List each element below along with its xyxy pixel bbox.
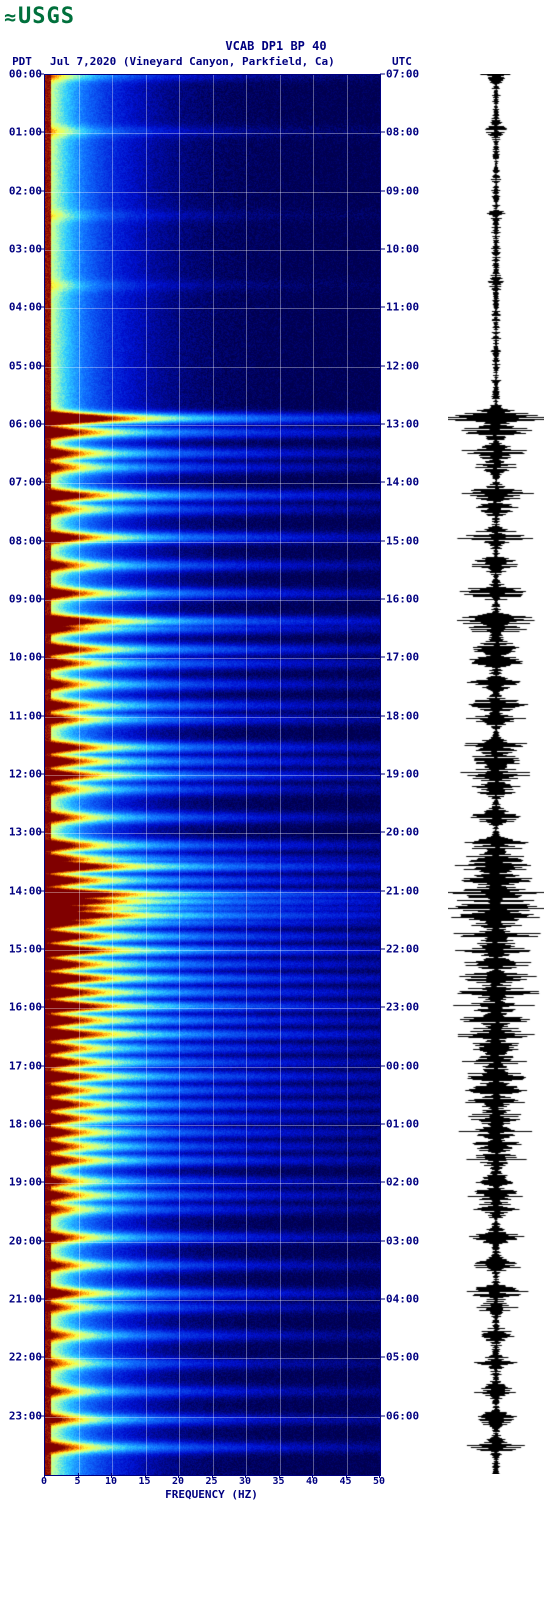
ytick-right: 18:00: [386, 709, 434, 722]
usgs-logo: ≈ USGS: [0, 0, 552, 33]
ytick-right: 06:00: [386, 1409, 434, 1422]
logo-text: USGS: [18, 4, 75, 29]
ytick-right: 03:00: [386, 1234, 434, 1247]
seismogram-plot: [448, 74, 544, 1474]
ytick-right: 13:00: [386, 418, 434, 431]
ytick-left: 03:00: [0, 243, 42, 256]
xtick: 35: [272, 1476, 284, 1487]
ytick-right: 20:00: [386, 826, 434, 839]
ytick-left: 15:00: [0, 943, 42, 956]
xtick: 10: [105, 1476, 117, 1487]
ytick-left: 18:00: [0, 1118, 42, 1131]
ytick-left: 19:00: [0, 1176, 42, 1189]
subtitle-row: PDT Jul 7,2020 (Vineyard Canyon, Parkfie…: [0, 53, 552, 70]
right-timezone-label: UTC: [392, 55, 452, 68]
ytick-left: 16:00: [0, 1001, 42, 1014]
xtick: 0: [41, 1476, 47, 1487]
ytick-right: 00:00: [386, 1059, 434, 1072]
ytick-left: 00:00: [0, 68, 42, 81]
ytick-left: 14:00: [0, 884, 42, 897]
ytick-left: 01:00: [0, 126, 42, 139]
logo-symbol: ≈: [4, 5, 14, 29]
ytick-right: 21:00: [386, 884, 434, 897]
ytick-right: 10:00: [386, 243, 434, 256]
ytick-right: 12:00: [386, 359, 434, 372]
x-axis: 05101520253035404550 FREQUENCY (HZ): [44, 1474, 379, 1514]
ytick-left: 05:00: [0, 359, 42, 372]
ytick-right: 14:00: [386, 476, 434, 489]
ytick-right: 23:00: [386, 1001, 434, 1014]
plot-subtitle: Jul 7,2020 (Vineyard Canyon, Parkfield, …: [44, 55, 335, 68]
ytick-left: 12:00: [0, 768, 42, 781]
spectrogram-plot: [44, 74, 381, 1476]
ytick-left: 20:00: [0, 1234, 42, 1247]
ytick-left: 23:00: [0, 1409, 42, 1422]
ytick-left: 07:00: [0, 476, 42, 489]
ytick-left: 04:00: [0, 301, 42, 314]
ytick-left: 08:00: [0, 534, 42, 547]
plot-area: 00:00 01:00 02:00 03:00 04:00 05:00 06:00 07:00…: [0, 74, 552, 1514]
plot-title: VCAB DP1 BP 40: [0, 39, 552, 53]
ytick-left: 11:00: [0, 709, 42, 722]
ytick-right: 19:00: [386, 768, 434, 781]
xtick: 5: [74, 1476, 80, 1487]
x-axis-label: FREQUENCY (HZ): [44, 1488, 379, 1501]
ytick-left: 21:00: [0, 1293, 42, 1306]
ytick-right: 07:00: [386, 68, 434, 81]
ytick-left: 09:00: [0, 593, 42, 606]
xtick: 40: [306, 1476, 318, 1487]
ytick-right: 01:00: [386, 1118, 434, 1131]
xtick: 25: [205, 1476, 217, 1487]
ytick-right: 08:00: [386, 126, 434, 139]
ytick-right: 15:00: [386, 534, 434, 547]
xtick: 45: [339, 1476, 351, 1487]
ytick-left: 02:00: [0, 184, 42, 197]
xtick: 15: [138, 1476, 150, 1487]
ytick-left: 17:00: [0, 1059, 42, 1072]
ytick-right: 02:00: [386, 1176, 434, 1189]
xtick: 20: [172, 1476, 184, 1487]
ytick-left: 10:00: [0, 651, 42, 664]
ytick-left: 06:00: [0, 418, 42, 431]
ytick-right: 22:00: [386, 943, 434, 956]
xtick: 50: [373, 1476, 385, 1487]
ytick-left: 13:00: [0, 826, 42, 839]
left-timezone-label: PDT: [0, 55, 44, 68]
xtick: 30: [239, 1476, 251, 1487]
ytick-right: 09:00: [386, 184, 434, 197]
ytick-right: 11:00: [386, 301, 434, 314]
ytick-right: 16:00: [386, 593, 434, 606]
ytick-left: 22:00: [0, 1351, 42, 1364]
ytick-right: 05:00: [386, 1351, 434, 1364]
ytick-right: 04:00: [386, 1293, 434, 1306]
ytick-right: 17:00: [386, 651, 434, 664]
